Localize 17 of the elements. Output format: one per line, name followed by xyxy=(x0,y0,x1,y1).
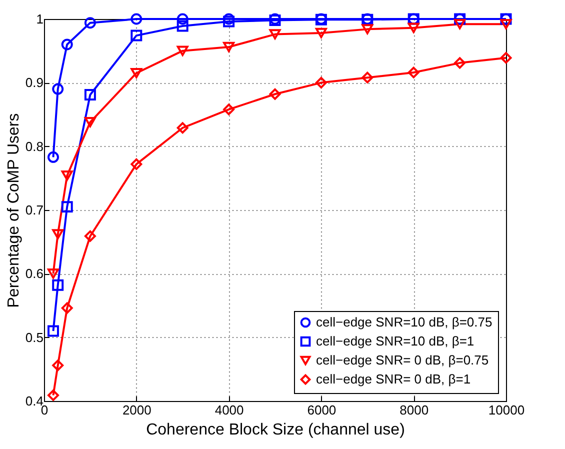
x-tick-label: 6000 xyxy=(307,402,336,418)
y-tick-label: 1 xyxy=(36,12,44,26)
x-axis-title: Coherence Block Size (channel use) xyxy=(146,422,405,438)
legend-label: cell−edge SNR= 0 dB, β=0.75 xyxy=(316,352,489,368)
legend-label: cell−edge SNR=10 dB, β=0.75 xyxy=(316,314,492,330)
y-tick-label: 0.9 xyxy=(25,75,44,90)
x-tick-label: 10000 xyxy=(488,402,525,418)
legend-label: cell−edge SNR=10 dB, β=1 xyxy=(316,334,474,348)
x-tick-label: 4000 xyxy=(214,402,244,418)
y-axis-title: Percentage of CoMP Users xyxy=(5,113,22,308)
y-tick-label: 0.7 xyxy=(25,202,44,218)
y-tick-label: 0.6 xyxy=(25,266,44,282)
legend-label: cell−edge SNR= 0 dB, β=1 xyxy=(316,372,471,386)
y-tick-label: 0.5 xyxy=(25,330,44,345)
y-tick-label: 0.8 xyxy=(25,138,44,154)
x-tick-label: 8000 xyxy=(400,402,429,418)
x-tick-label: 2000 xyxy=(122,402,152,418)
